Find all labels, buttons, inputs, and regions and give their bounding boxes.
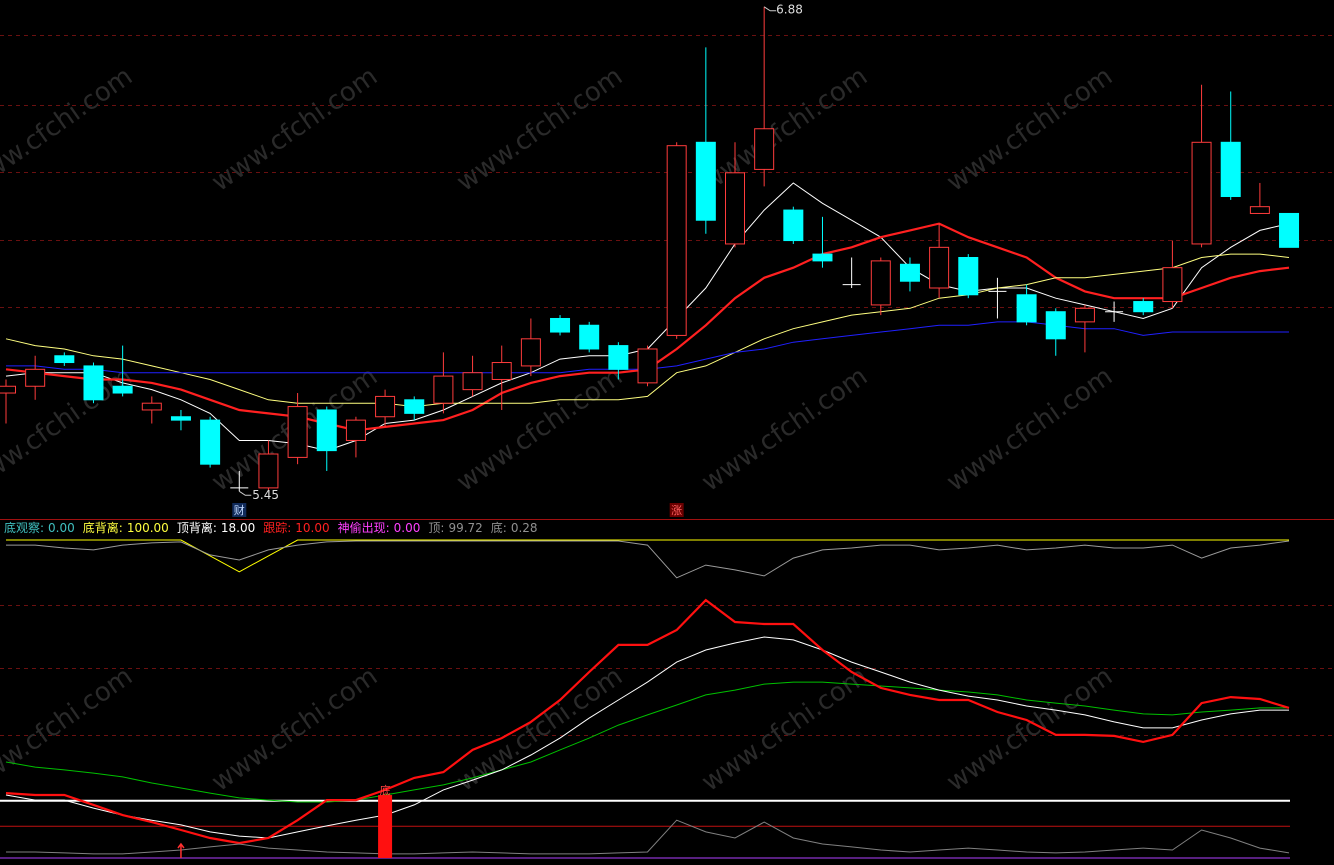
grid	[0, 605, 1334, 606]
line	[5, 636, 1289, 839]
legend-value: 100.00	[127, 521, 169, 535]
watermark: www.cfchi.com	[0, 61, 138, 197]
candle-body	[433, 375, 454, 404]
candle-body	[1045, 311, 1066, 340]
candle-body	[1016, 294, 1037, 323]
candle-body	[1162, 267, 1183, 303]
legend-name: 顶背离:	[177, 520, 217, 535]
marker: 财	[234, 503, 245, 517]
candle-body	[1074, 307, 1095, 323]
legend-name: 神偷出现:	[338, 520, 390, 535]
candle-body	[870, 260, 891, 306]
watermark: www.cfchi.com	[941, 361, 1118, 497]
legend-name: 底背离:	[83, 520, 123, 535]
candle-body	[929, 246, 950, 289]
watermark: www.cfchi.com	[451, 61, 628, 197]
candle-body	[783, 209, 804, 242]
watermark: www.cfchi.com	[941, 661, 1118, 797]
watermark: www.cfchi.com	[941, 61, 1118, 197]
candle-body	[520, 338, 541, 367]
candle-body	[170, 416, 191, 421]
candle-body	[112, 385, 133, 394]
line	[5, 253, 1290, 408]
candle-body	[83, 365, 104, 401]
line	[6, 540, 1290, 579]
candle-body	[550, 317, 571, 333]
watermark: www.cfchi.com	[451, 661, 628, 797]
marker-box	[669, 503, 684, 517]
candle-body	[1191, 141, 1212, 245]
watermark: www.cfchi.com	[696, 361, 873, 497]
candle-body	[579, 324, 600, 350]
candle-body	[958, 257, 979, 296]
candle-body	[725, 172, 745, 245]
candle-body	[1249, 206, 1270, 214]
watermark: www.cfchi.com	[696, 61, 873, 197]
line	[5, 681, 1289, 803]
candle-body	[491, 362, 512, 380]
candle-body	[812, 253, 833, 262]
candle-body	[754, 128, 775, 170]
line	[5, 182, 1290, 452]
candle-body	[0, 385, 16, 394]
pointer	[239, 490, 252, 496]
legend-name: 跟踪:	[263, 521, 291, 535]
watermark: www.cfchi.com	[206, 61, 383, 197]
candle-body	[695, 141, 716, 221]
high-label: 6.88	[776, 2, 803, 16]
line	[5, 598, 1290, 845]
low-label: 5.45	[252, 488, 279, 502]
candle-body	[316, 409, 337, 452]
legend-name: 底:	[491, 520, 507, 535]
candle-body	[899, 263, 920, 282]
candle-body	[666, 145, 687, 336]
candle-body	[345, 419, 366, 441]
signal-arrow	[177, 842, 185, 858]
marker: 涨	[671, 504, 682, 517]
legend-value: 0.28	[511, 521, 538, 535]
legend-name: 顶:	[428, 521, 444, 535]
legend-value: 18.00	[221, 521, 255, 535]
legend-value: 0.00	[394, 521, 421, 535]
legend-value: 0.00	[48, 521, 75, 535]
candle-body	[1220, 141, 1241, 198]
watermark: www.cfchi.com	[0, 661, 138, 797]
line	[6, 819, 1290, 855]
legend-value: 10.00	[295, 521, 329, 535]
legend: 底观察: 0.00 底背离: 100.00 顶背离: 18.00 跟踪: 10.00 神偷出现:…	[4, 520, 538, 535]
legend-name: 底观察:	[4, 520, 44, 535]
candle-body	[1133, 301, 1154, 313]
candle-body	[375, 395, 396, 418]
grid	[0, 735, 1334, 736]
grid	[0, 35, 1334, 36]
legend-value: 99.72	[448, 521, 482, 535]
candle-body	[404, 399, 425, 414]
signal-bar	[378, 795, 393, 858]
candle-body	[462, 372, 483, 391]
candle-body	[54, 355, 75, 364]
grid	[0, 105, 1334, 106]
watermark: www.cfchi.com	[0, 361, 138, 497]
candle-body	[25, 368, 46, 387]
candle-body	[141, 402, 162, 411]
candle-body	[200, 419, 221, 465]
candle-body	[1279, 212, 1300, 248]
watermark: www.cfchi.com	[206, 661, 383, 797]
candle-body	[258, 453, 279, 489]
candle-body	[608, 345, 629, 370]
line	[6, 539, 1289, 573]
watermark: www.cfchi.com	[696, 661, 873, 797]
marker-box	[232, 503, 247, 517]
candle-body	[287, 406, 308, 458]
pointer	[763, 6, 777, 12]
candle-body	[637, 348, 658, 384]
bar-label: 底	[380, 783, 391, 797]
